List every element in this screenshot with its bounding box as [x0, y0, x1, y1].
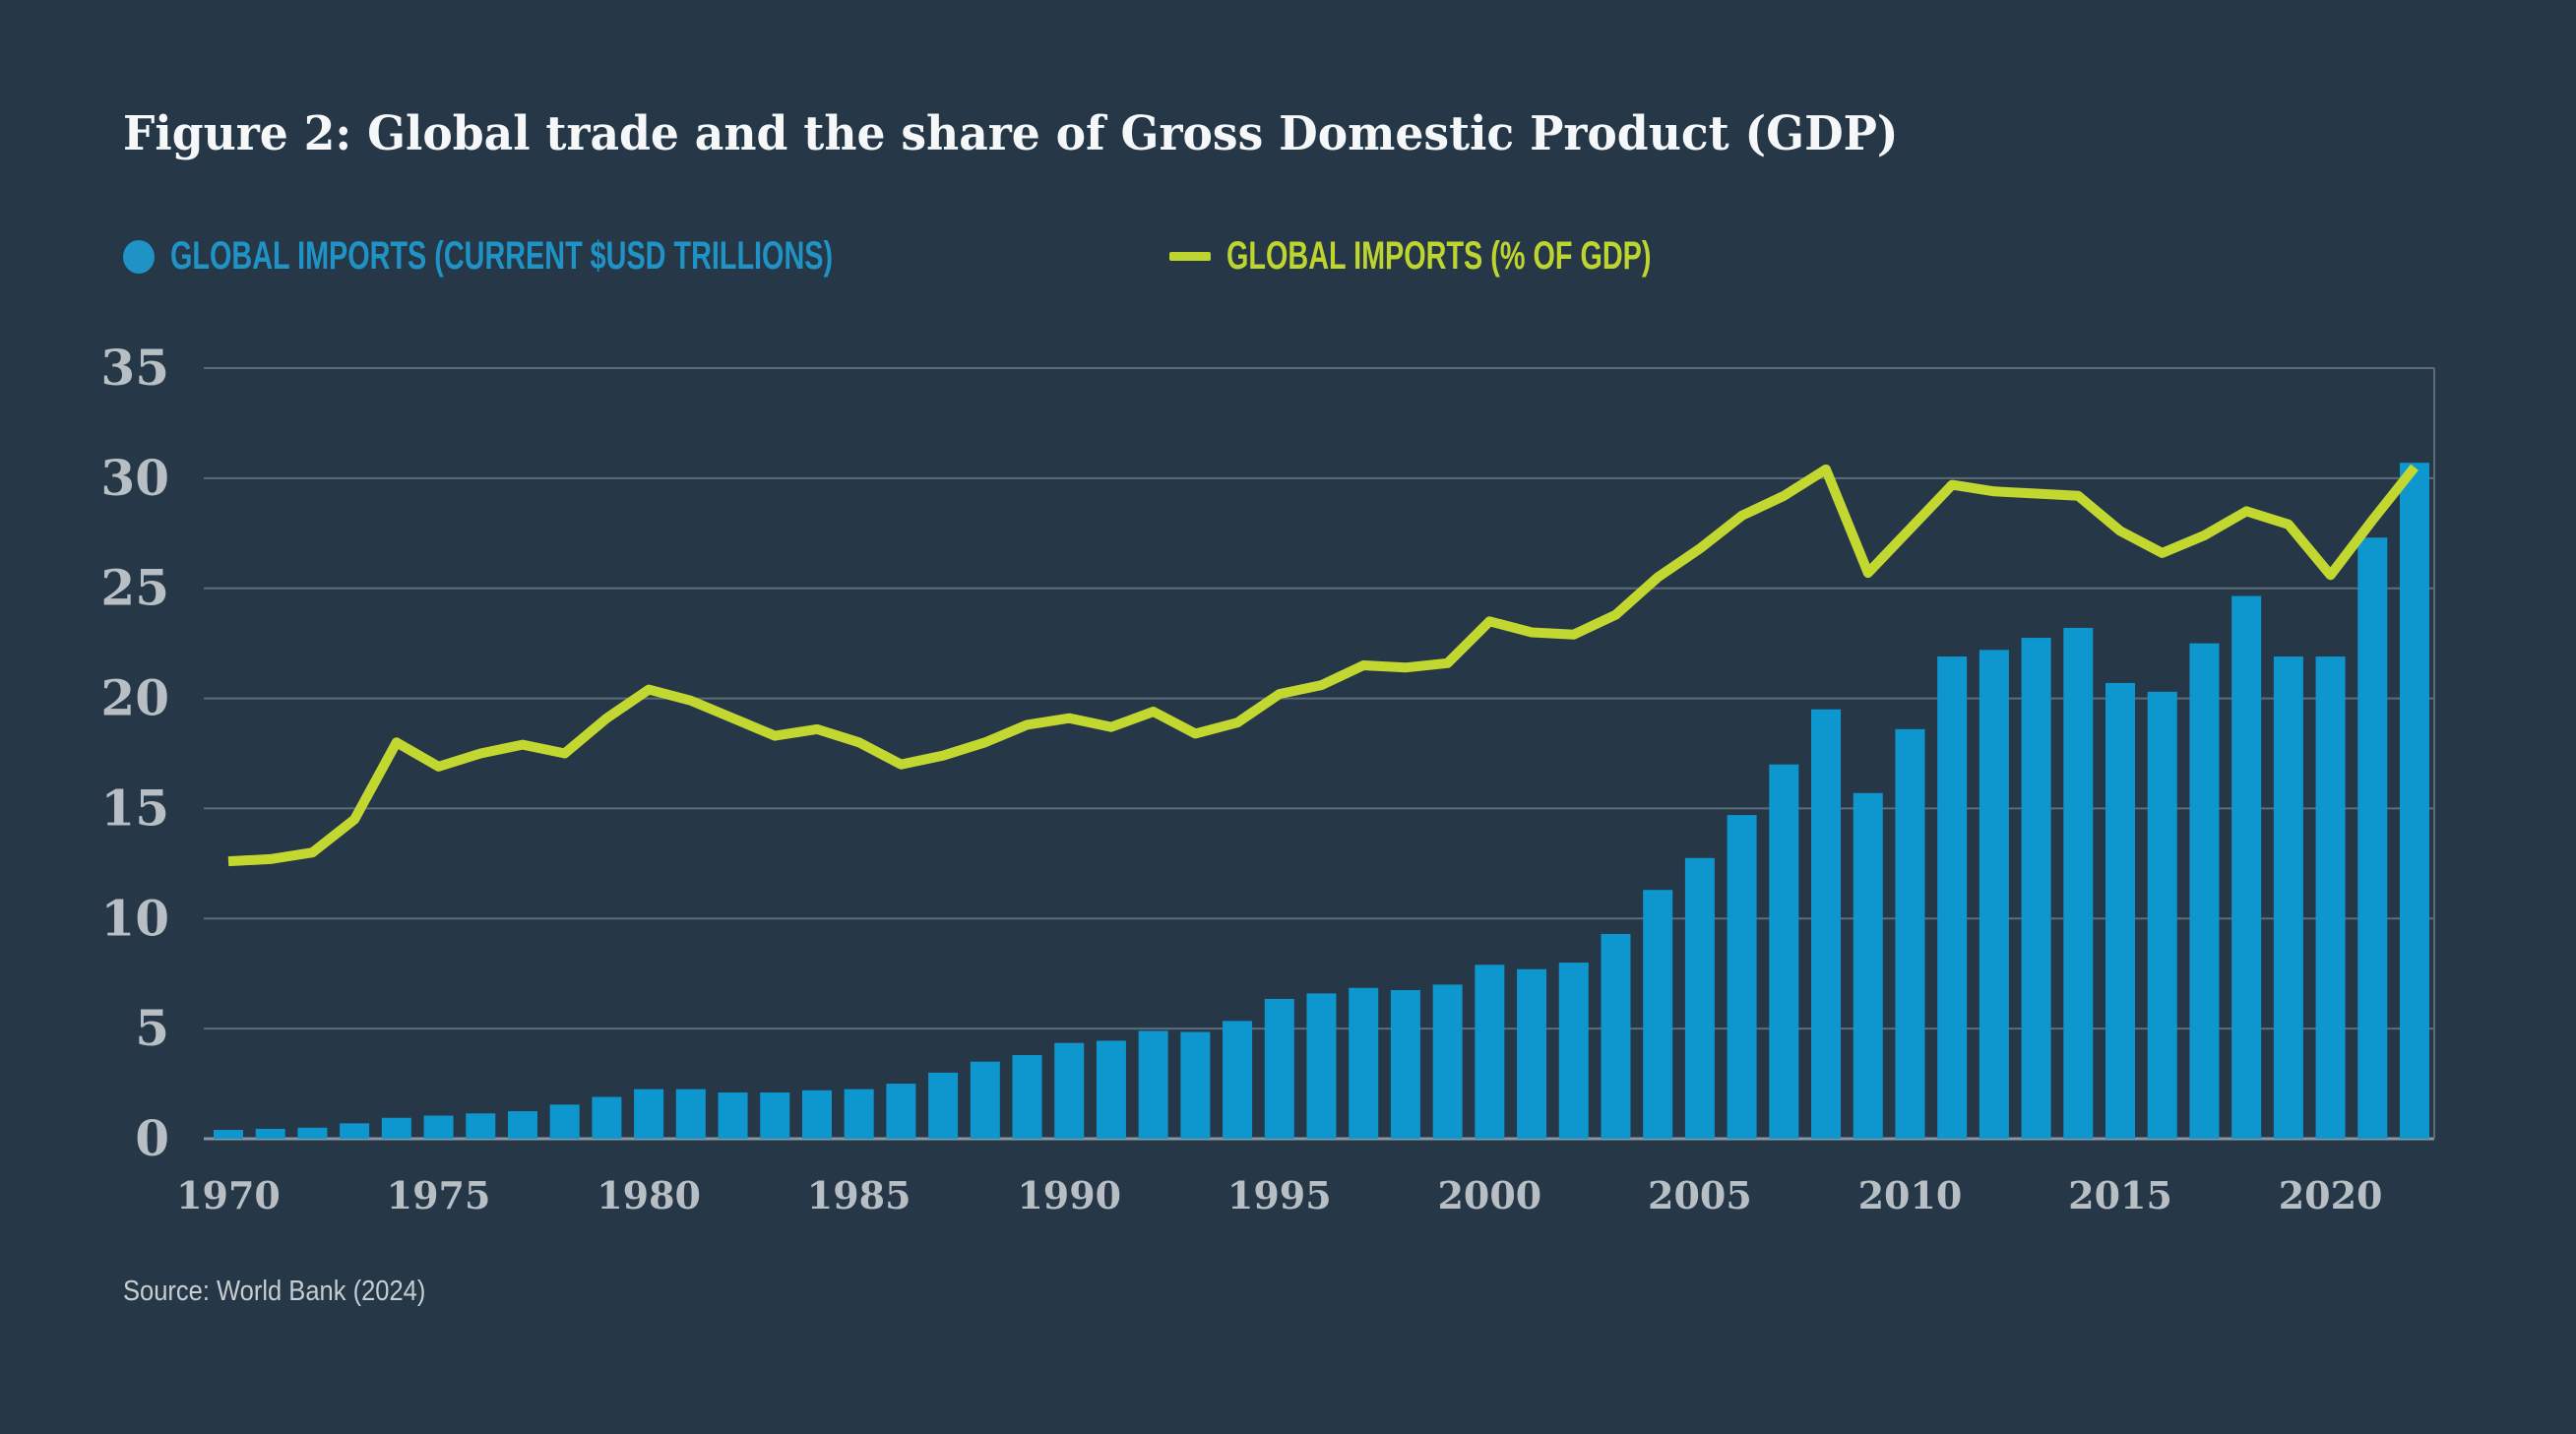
x-tick-label-2005: 2005: [1648, 1173, 1752, 1217]
bar-1982: [718, 1092, 748, 1139]
y-tick-label-0: 0: [135, 1109, 169, 1167]
legend-item-imports-gdp: GLOBAL IMPORTS (% OF GDP): [1168, 234, 1816, 279]
bar-1985: [844, 1089, 874, 1139]
legend-label-imports-usd: GLOBAL IMPORTS (CURRENT $USD TRILLIONS): [170, 234, 834, 278]
bar-1997: [1349, 987, 1379, 1139]
x-tick-label-1985: 1985: [807, 1173, 911, 1217]
gdp-share-line: [227, 464, 2419, 867]
bar-1993: [1180, 1031, 1211, 1139]
bar-2018: [2231, 595, 2262, 1139]
bar-2006: [1727, 815, 1757, 1139]
bar-2005: [1684, 857, 1715, 1139]
bar-2011: [1937, 656, 1968, 1139]
bar-1984: [801, 1090, 832, 1139]
bar-1978: [549, 1104, 580, 1139]
bar-1971: [255, 1128, 285, 1139]
legend-item-imports-usd: GLOBAL IMPORTS (CURRENT $USD TRILLIONS): [123, 234, 1091, 279]
bar-1991: [1096, 1040, 1126, 1139]
x-tick-label-1970: 1970: [176, 1173, 281, 1217]
bar-1998: [1390, 989, 1420, 1139]
bar-1986: [886, 1084, 916, 1139]
bar-1996: [1306, 993, 1337, 1139]
bar-2015: [2105, 682, 2136, 1139]
x-tick-label-2020: 2020: [2279, 1173, 2383, 1217]
bar-1980: [634, 1089, 664, 1139]
y-tick-label-10: 10: [100, 889, 169, 947]
bar-1989: [1012, 1054, 1042, 1139]
y-tick-label-35: 35: [100, 339, 169, 397]
bar-1981: [675, 1089, 706, 1139]
x-tick-label-1980: 1980: [597, 1173, 701, 1217]
bar-2007: [1769, 764, 1799, 1139]
bar-2019: [2273, 656, 2303, 1139]
bar-2003: [1601, 933, 1631, 1139]
bar-1987: [928, 1072, 959, 1139]
figure-title: Figure 2: Global trade and the share of …: [123, 106, 1899, 161]
bar-2002: [1558, 963, 1589, 1139]
y-tick-label-20: 20: [100, 669, 169, 727]
legend-label-imports-gdp: GLOBAL IMPORTS (% OF GDP): [1225, 234, 1652, 278]
bar-2017: [2189, 643, 2220, 1139]
bar-2013: [2021, 638, 2051, 1139]
bar-2008: [1811, 709, 1842, 1139]
bar-2004: [1643, 890, 1673, 1139]
bar-1975: [423, 1115, 454, 1139]
x-tick-label-1975: 1975: [387, 1173, 491, 1217]
bar-1994: [1223, 1021, 1253, 1139]
legend: GLOBAL IMPORTS (CURRENT $USD TRILLIONS) …: [123, 234, 1816, 279]
bar-1983: [760, 1092, 790, 1139]
x-tick-label-1990: 1990: [1017, 1173, 1121, 1217]
y-tick-label-30: 30: [100, 449, 169, 507]
bar-2012: [1979, 650, 2009, 1139]
bar-2001: [1517, 968, 1547, 1139]
bar-2000: [1475, 965, 1505, 1139]
bar-2010: [1895, 728, 1925, 1139]
y-tick-label-25: 25: [100, 559, 169, 617]
bar-1990: [1054, 1042, 1085, 1139]
bar-1979: [592, 1096, 622, 1139]
bar-1976: [466, 1113, 496, 1139]
source-note: Source: World Bank (2024): [123, 1276, 426, 1307]
y-tick-label-15: 15: [100, 779, 169, 837]
bar-1970: [214, 1130, 243, 1139]
bar-2020: [2315, 656, 2346, 1139]
bar-2021: [2357, 537, 2388, 1139]
bar-2014: [2063, 627, 2094, 1139]
bar-2016: [2147, 691, 2177, 1139]
y-tick-label-5: 5: [135, 999, 169, 1057]
x-tick-label-2015: 2015: [2068, 1173, 2172, 1217]
x-tick-label-2000: 2000: [1437, 1173, 1541, 1217]
bar-2009: [1853, 792, 1883, 1139]
bar-1999: [1432, 984, 1463, 1139]
bar-2022: [2400, 463, 2429, 1139]
bar-1977: [507, 1111, 537, 1139]
bar-1972: [297, 1127, 328, 1139]
bar-1988: [970, 1061, 1000, 1139]
bar-1974: [381, 1117, 411, 1139]
x-tick-label-2010: 2010: [1858, 1173, 1963, 1217]
bar-1992: [1138, 1030, 1168, 1139]
bar-1995: [1264, 998, 1294, 1139]
dot-icon: [123, 239, 155, 274]
bar-1973: [340, 1123, 370, 1139]
dash-icon: [1168, 252, 1211, 261]
x-tick-label-1995: 1995: [1227, 1173, 1332, 1217]
